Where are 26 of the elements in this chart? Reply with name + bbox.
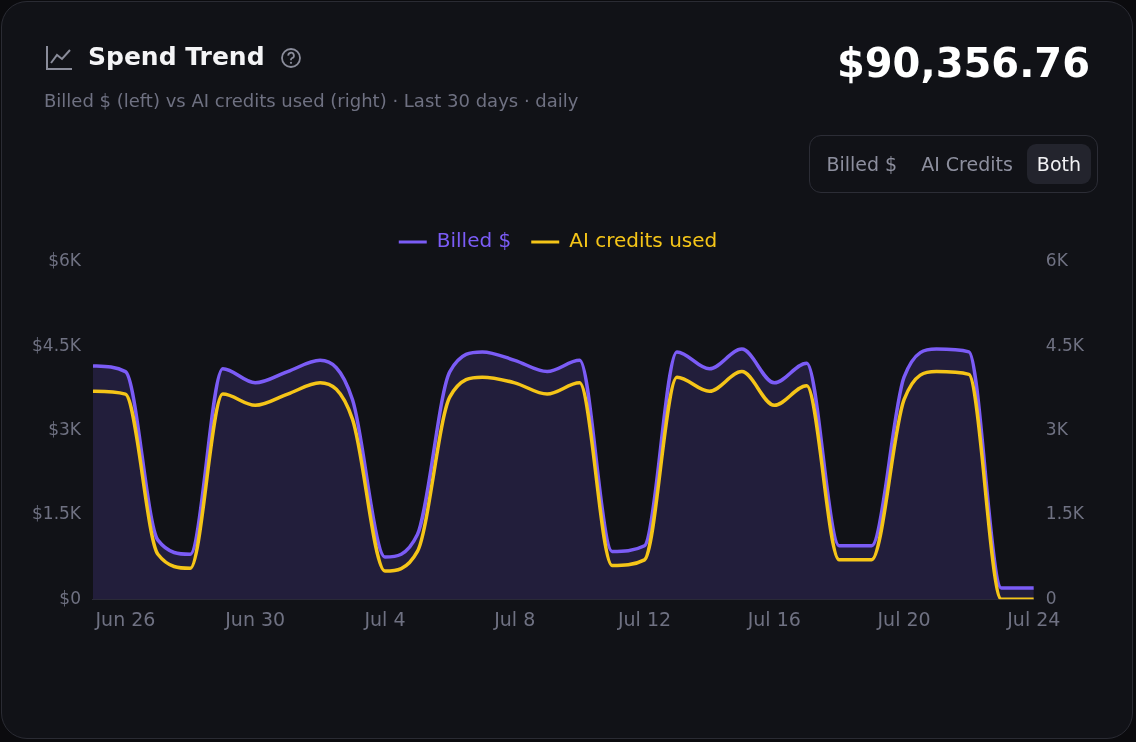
x-tick-label: Jul 24: [1006, 607, 1061, 630]
y2-tick-label: 4.5K: [1045, 334, 1085, 355]
y2-tick-label: 3K: [1045, 419, 1069, 440]
y-tick-label: $4.5K: [32, 334, 82, 355]
text: $90,356.76: [836, 40, 1090, 86]
x-tick-label: Jul 4: [363, 607, 406, 630]
text: Billed $: [825, 152, 899, 177]
y-tick-label: $0: [59, 587, 81, 608]
y2-tick-label: 1.5K: [1045, 503, 1085, 524]
legend-label: AI credits used: [569, 228, 718, 253]
x-tick-label: Jul 12: [616, 607, 672, 630]
chart-subtitle: Billed $ (left) vs AI credits used (right) · Last 30 days · daily: [44, 90, 579, 111]
x-tick-label: Jun 26: [94, 607, 156, 630]
text: Both: [1026, 144, 1091, 184]
chart-title: Spend Trend: [88, 42, 265, 71]
y-tick-label: $6K: [48, 250, 82, 271]
text: AI Credits: [920, 152, 1014, 177]
y-tick-label: $3K: [48, 419, 82, 440]
legend-label: Billed $: [436, 228, 512, 253]
y-tick-label: $1.5K: [32, 503, 82, 524]
y2-tick-label: 0: [1045, 587, 1057, 608]
x-tick-label: Jun 30: [224, 607, 286, 630]
x-tick-label: Jul 20: [876, 607, 931, 630]
x-tick-label: Jul 16: [746, 607, 801, 630]
x-tick-label: Jul 8: [493, 607, 536, 630]
y2-tick-label: 6K: [1045, 250, 1069, 271]
